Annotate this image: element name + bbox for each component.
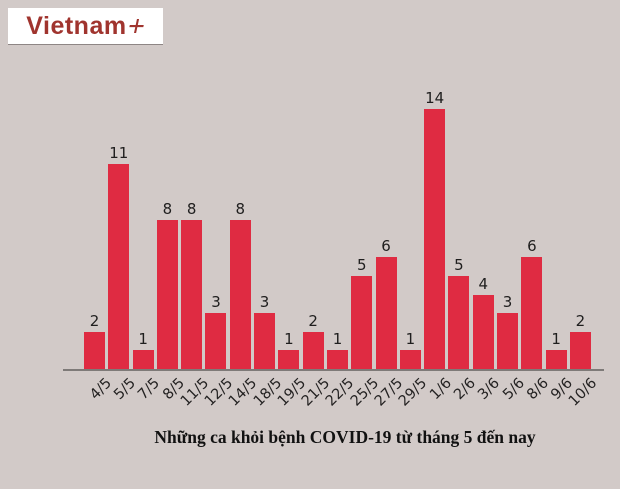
bar (497, 313, 519, 369)
bar (132, 350, 154, 369)
bar-value-label: 2 (308, 311, 318, 330)
bar-slot: 1 19/5 (275, 330, 309, 409)
bar (156, 220, 178, 369)
bar-value-label: 8 (235, 200, 246, 219)
bar-slot: 4 3/6 (472, 274, 503, 403)
bar-slot: 8 11/5 (177, 200, 211, 409)
bar (278, 350, 300, 369)
bar-value-label: 4 (478, 274, 489, 293)
bar-slot: 3 18/5 (250, 293, 284, 409)
x-axis-tick-label: 2/6 (451, 375, 480, 404)
x-axis-tick-label: 8/6 (524, 375, 552, 404)
bar-value-label: 3 (211, 293, 221, 312)
x-axis-tick-label: 29/5 (396, 375, 431, 410)
bar (351, 276, 373, 369)
bar-value-label: 2 (89, 311, 100, 330)
bar-value-label: 3 (502, 293, 513, 312)
chart-title: Những ca khỏi bệnh COVID-19 từ tháng 5 đ… (154, 427, 536, 447)
bar (521, 257, 543, 369)
bar-series: 2 4/5 11 5/5 1 7/5 8 8/5 8 11/5 3 (84, 88, 601, 410)
bar-slot: 14 1/6 (424, 88, 455, 403)
bar-slot: 6 27/5 (372, 237, 406, 409)
bar-slot: 1 22/5 (323, 330, 357, 409)
bar (545, 350, 567, 369)
bar-slot: 2 10/6 (566, 311, 600, 410)
bar (448, 276, 470, 369)
logo-plus-icon: + (123, 10, 149, 43)
bar-value-label: 1 (138, 330, 148, 349)
bar-value-label: 1 (284, 330, 294, 349)
x-axis-tick-label: 4/5 (86, 375, 115, 404)
x-axis-tick-label: 3/6 (475, 375, 504, 404)
bar-value-label: 11 (109, 144, 129, 163)
bar-value-label: 1 (551, 330, 561, 349)
x-axis-tick-label: 10/6 (566, 375, 601, 410)
bar-slot: 6 8/6 (521, 237, 552, 403)
bar-value-label: 6 (381, 237, 391, 256)
bar-value-label: 5 (356, 256, 367, 274)
bar (302, 331, 324, 369)
bar (229, 220, 251, 369)
bar (375, 257, 397, 369)
bar-slot: 1 29/5 (396, 330, 430, 409)
bar-slot: 2 4/5 (84, 311, 115, 403)
x-axis-tick-label: 5/5 (111, 375, 139, 404)
bar (181, 220, 203, 369)
bar-slot: 3 5/6 (497, 293, 528, 403)
bar-value-label: 6 (527, 237, 537, 256)
bar-slot: 2 21/5 (299, 311, 333, 410)
bar (472, 294, 494, 369)
x-axis-tick-label: 5/6 (499, 375, 528, 404)
bar-value-label: 1 (405, 330, 416, 349)
bar-slot: 8 14/5 (226, 200, 260, 409)
bar (84, 331, 105, 369)
bar-slot: 1 7/5 (132, 330, 163, 403)
bar-slot: 5 2/6 (448, 256, 479, 403)
bar-value-label: 8 (186, 200, 197, 219)
bar (424, 108, 446, 369)
bar (569, 331, 591, 369)
logo-wordmark: Vietnam (26, 11, 127, 40)
vietnamplus-logo: Vietnam + (8, 8, 163, 44)
bar (205, 313, 227, 369)
bar-value-label: 8 (162, 200, 173, 219)
bar-slot: 8 8/5 (156, 200, 187, 403)
x-axis (63, 369, 604, 371)
bar (326, 350, 348, 369)
x-axis-tick-label: 7/5 (135, 375, 164, 404)
bar-slot: 1 9/6 (545, 330, 576, 403)
bar (254, 313, 276, 369)
bar-value-label: 3 (259, 293, 270, 312)
bar-value-label: 5 (454, 256, 464, 274)
bar-slot: 5 25/5 (348, 256, 382, 410)
bar-value-label: 2 (575, 311, 586, 330)
bar (399, 350, 421, 369)
bar-slot: 3 12/5 (202, 293, 236, 409)
bar-value-label: 1 (332, 330, 343, 349)
bar-value-label: 14 (425, 88, 445, 107)
bar (108, 164, 130, 369)
bar-slot: 11 5/5 (108, 144, 139, 403)
x-axis-tick-label: 1/6 (426, 375, 455, 404)
